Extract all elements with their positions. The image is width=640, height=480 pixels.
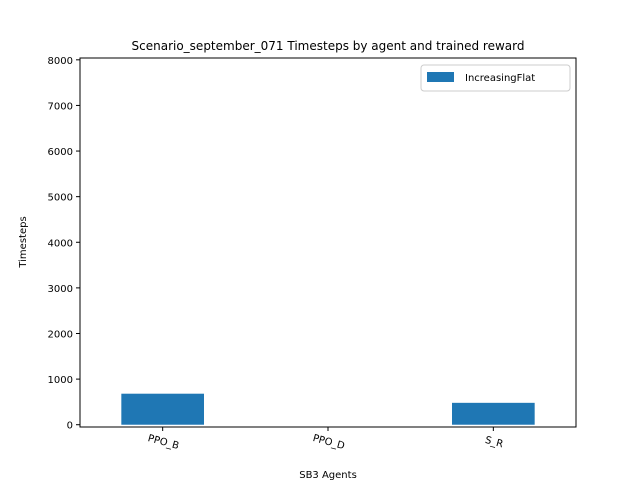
y-tick-label: 0	[67, 421, 73, 432]
y-tick-label: 6000	[48, 147, 73, 158]
x-tick-label: PPO_D	[311, 433, 346, 452]
x-tick-label: S_R	[484, 435, 505, 450]
legend: IncreasingFlat	[420, 64, 571, 92]
chart-title: Scenario_september_071 Timesteps by agen…	[132, 39, 525, 53]
x-tick-label: PPO_B	[147, 433, 181, 452]
y-tick-label: 5000	[48, 193, 73, 204]
y-axis-title: Timesteps	[18, 216, 29, 268]
bars-group	[121, 393, 535, 425]
bar-s-r	[452, 402, 535, 425]
bar-ppo-b	[121, 393, 204, 425]
y-tick-label: 3000	[48, 284, 73, 295]
y-tick-label: 8000	[48, 56, 73, 67]
y-tick-label: 1000	[48, 375, 73, 386]
y-tick-label: 4000	[48, 238, 73, 249]
legend-swatch	[427, 72, 454, 82]
x-axis-title: SB3 Agents	[299, 470, 357, 480]
y-tick-label: 7000	[48, 101, 73, 112]
legend-box	[420, 64, 571, 92]
y-tick-label: 2000	[48, 329, 73, 340]
x-axis: PPO_B PPO_D S_R	[147, 427, 505, 452]
legend-label: IncreasingFlat	[465, 73, 535, 84]
plot-frame	[79, 57, 577, 428]
y-axis: 0 1000 2000 3000 4000 5000 6000 7000 8000	[48, 56, 80, 432]
